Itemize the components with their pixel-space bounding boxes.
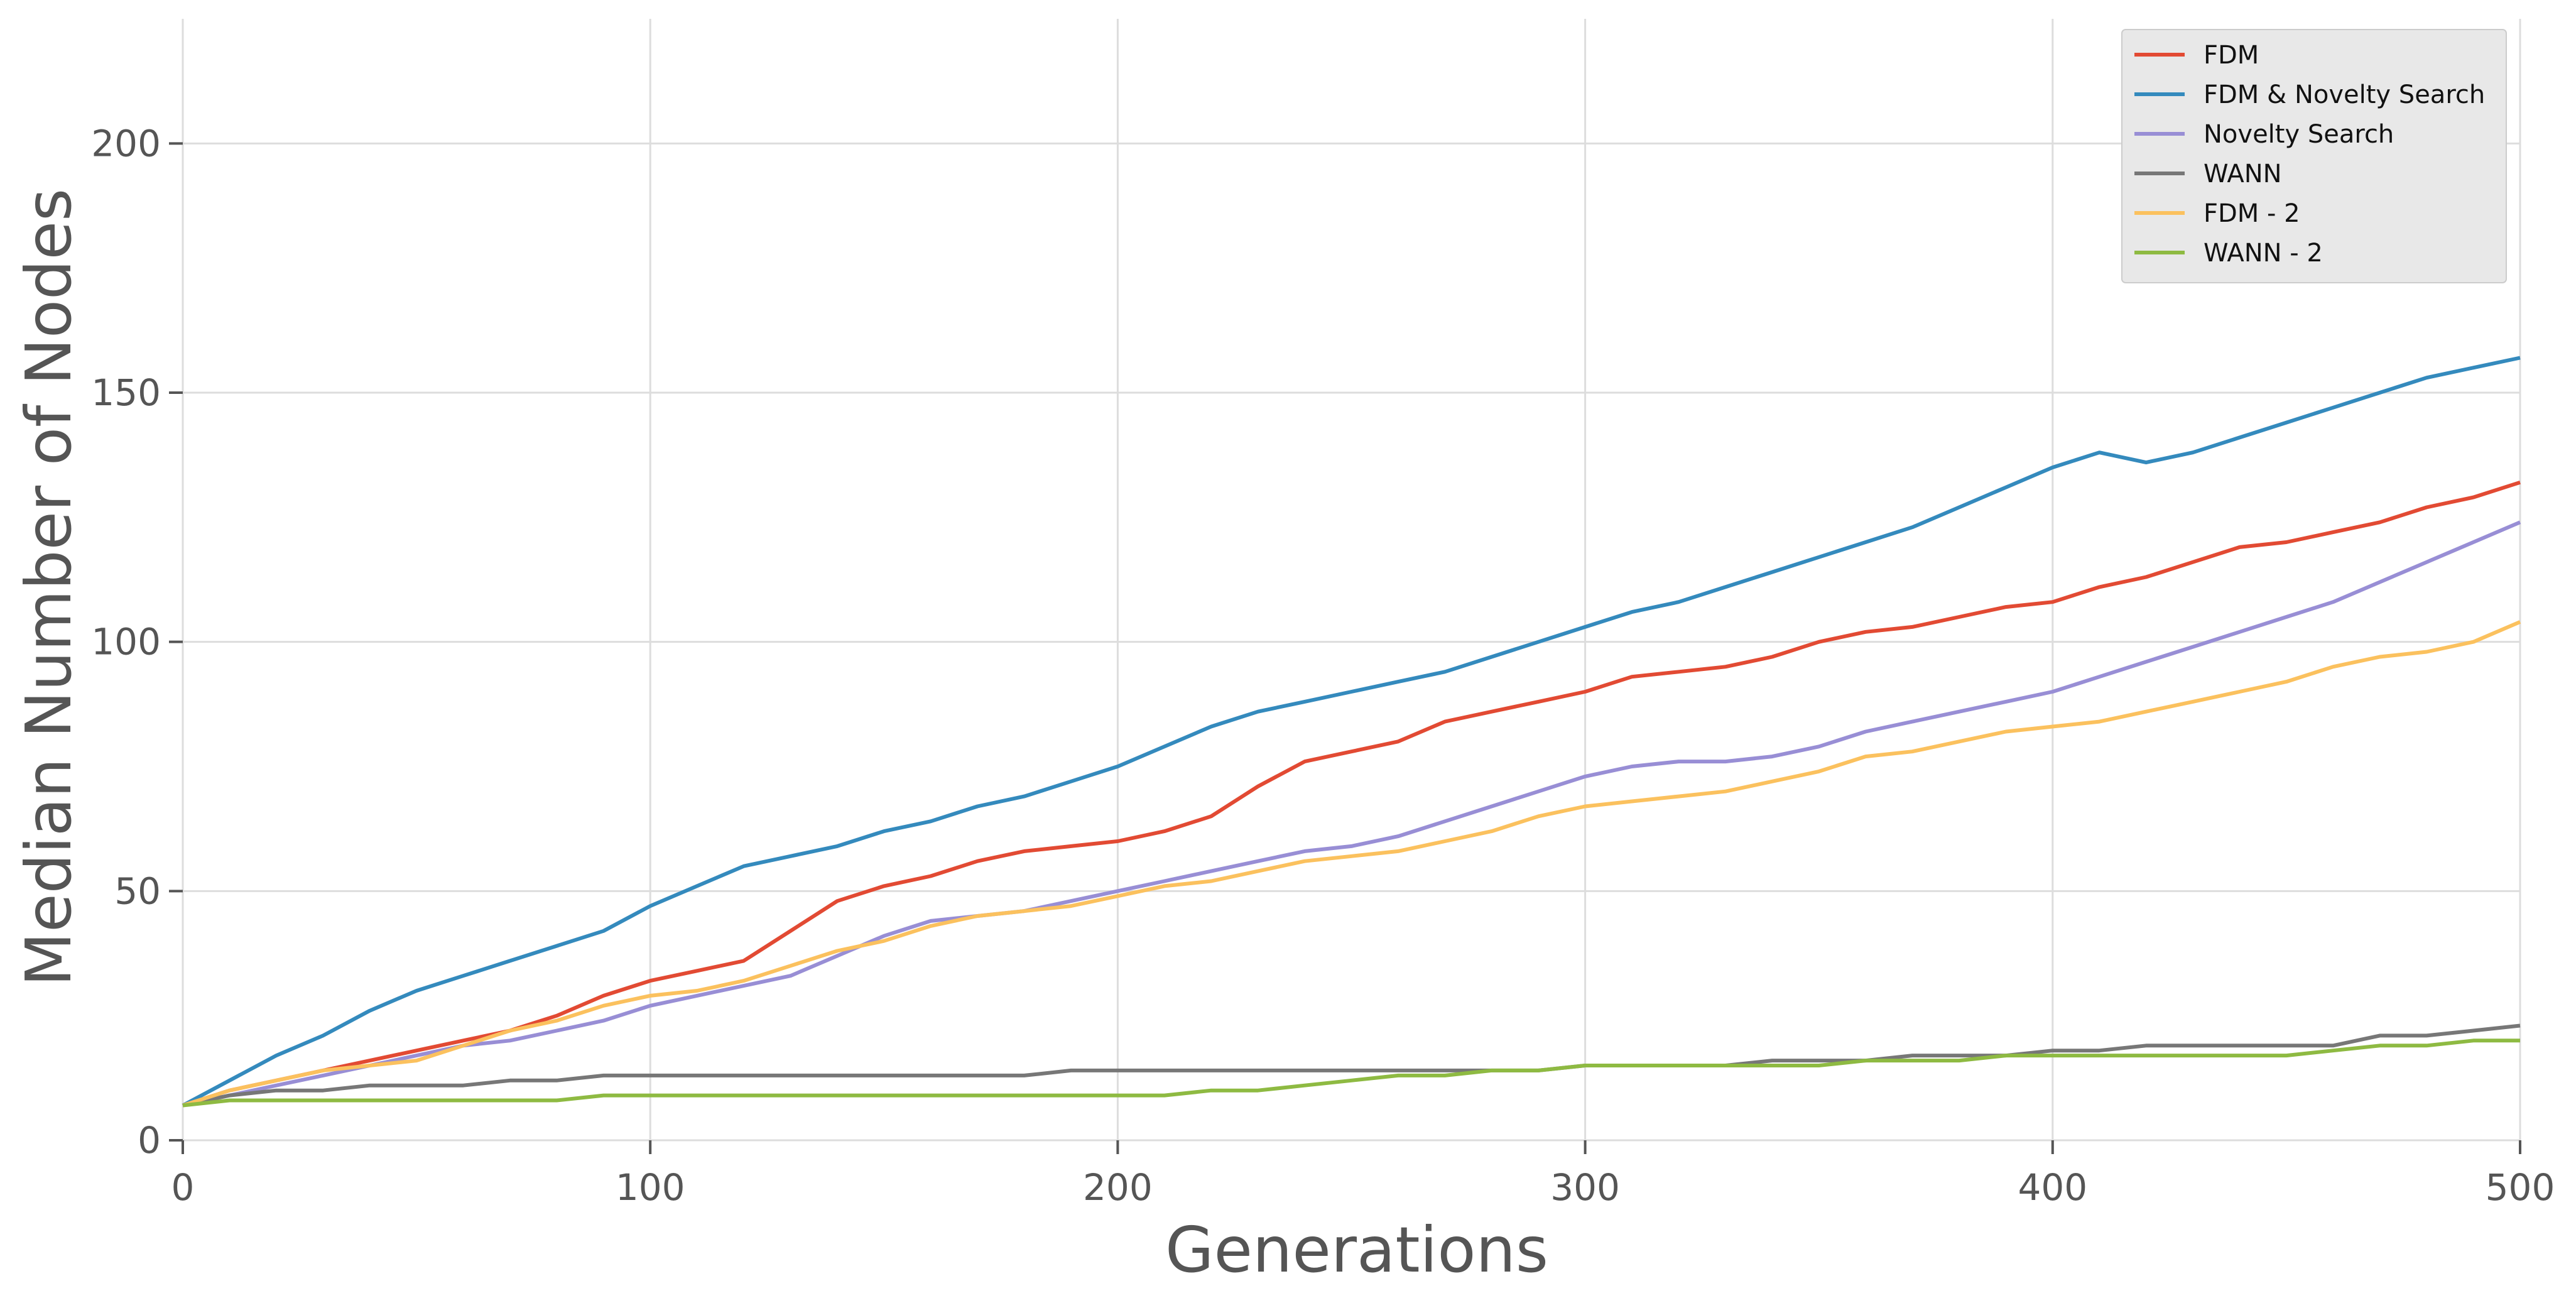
series-line-fdm-novelty-search [182,356,2521,1108]
series-line-fdm [182,480,2521,1108]
series-group [182,356,2521,1108]
legend-label: WANN [2204,160,2282,188]
legend-label: WANN - 2 [2204,239,2323,268]
axes [169,142,2521,1154]
x-tick-label: 100 [616,1166,685,1209]
y-tick-label: 100 [91,621,161,663]
legend-box [2121,29,2507,283]
legend: FDM FDM & Novelty Search Novelty Search WAN… [2121,29,2507,283]
legend-label: FDM - 2 [2204,199,2300,228]
y-tick-label: 150 [91,371,161,414]
x-tick-label: 400 [2018,1166,2087,1209]
tick-labels: 0 50 100 150 200 0 100 200 300 400 500 [91,122,2555,1209]
legend-label: Novelty Search [2204,120,2394,149]
x-tick-label: 500 [2486,1166,2555,1209]
x-tick-label: 0 [171,1166,195,1209]
series-line-fdm-2 [182,620,2521,1108]
grid [182,19,2521,1142]
x-axis-title: Generations [1165,1213,1548,1287]
y-tick-label: 50 [114,870,161,912]
series-line-novelty-search [182,520,2521,1108]
y-axis-title: Median Number of Nodes [12,188,85,986]
legend-label: FDM & Novelty Search [2204,80,2485,109]
series-line-wann [182,1023,2521,1108]
x-tick-label: 300 [1550,1166,1620,1209]
x-tick-label: 200 [1083,1166,1153,1209]
legend-label: FDM [2204,41,2259,70]
y-tick-label: 0 [138,1119,161,1162]
series-line-wann-2 [182,1039,2520,1108]
y-tick-label: 200 [91,122,161,165]
